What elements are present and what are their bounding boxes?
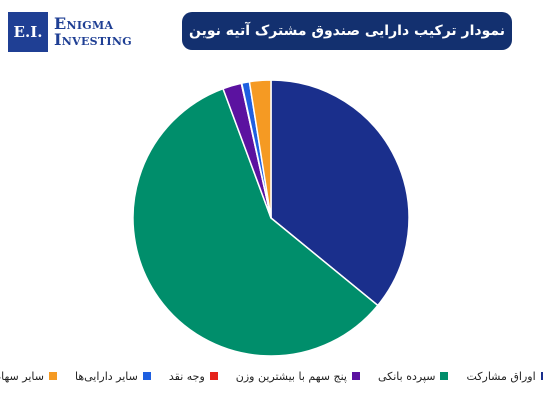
logo-wordmark: Enigma Investing: [54, 16, 132, 48]
legend-item-4: سایر دارایی‌ها: [75, 370, 151, 383]
logo-line-2: Investing: [54, 30, 132, 49]
logo-mark: E.I.: [8, 12, 48, 52]
legend-item-2: پنج سهم با بیشترین وزن: [236, 370, 360, 383]
pie-slice-1: [132, 87, 379, 357]
legend-label-3: وجه نقد: [168, 369, 205, 383]
logo-line-1: Enigma: [54, 14, 114, 33]
legend-label-2: پنج سهم با بیشترین وزن: [235, 369, 347, 383]
legend-label-5: سایر سهام: [0, 369, 44, 383]
chart-title: نمودار ترکیب دارایی صندوق مشترک آتیه نوی…: [182, 12, 512, 50]
legend-label-0: اوراق مشارکت: [466, 369, 536, 383]
legend-item-5: سایر سهام: [0, 370, 57, 383]
brand-logo: E.I. Enigma Investing: [8, 12, 132, 52]
legend-item-1: سپرده بانکی: [378, 369, 449, 383]
legend-swatch-0: [540, 372, 543, 380]
legend-swatch-2: [352, 372, 360, 380]
chart-legend: اوراق مشارکت سپرده بانکی پنج سهم با بیشتری…: [0, 366, 543, 386]
legend-swatch-3: [209, 372, 218, 380]
legend-item-0: اوراق مشارکت: [466, 370, 543, 383]
pie-slice-0: [270, 79, 410, 307]
legend-item-3: وجه نقد: [169, 370, 218, 383]
legend-swatch-5: [48, 372, 57, 380]
legend-label-4: سایر دارایی‌ها: [74, 369, 138, 383]
legend-swatch-4: [142, 372, 151, 380]
legend-label-1: سپرده بانکی: [378, 369, 436, 383]
pie-slice-5: [248, 79, 272, 219]
legend-swatch-1: [440, 372, 449, 380]
